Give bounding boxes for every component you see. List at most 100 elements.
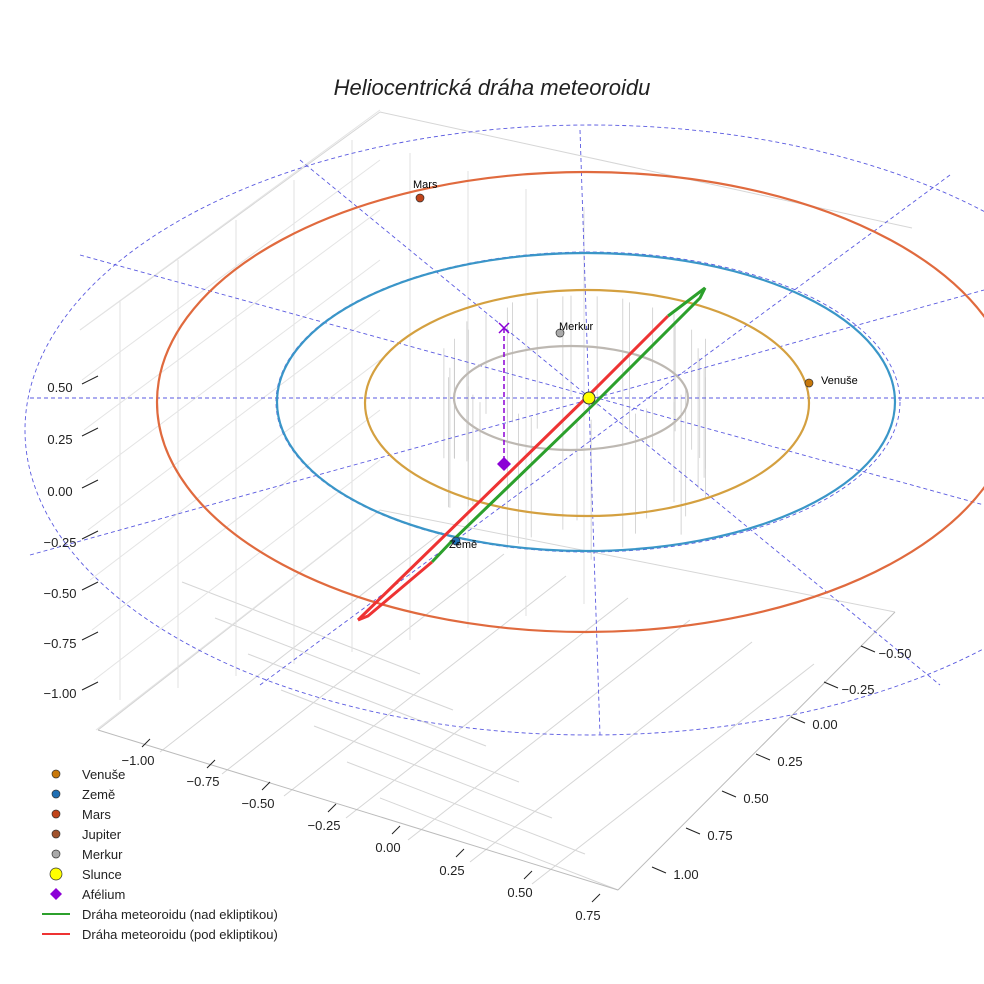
reference-line [259, 174, 951, 686]
legend-label: Venuše [82, 767, 125, 782]
legend-label: Dráha meteoroidu (nad ekliptikou) [82, 907, 278, 922]
legend-swatch-circle [51, 809, 61, 819]
y-axis-line [617, 611, 896, 891]
x-tick-label: −0.50 [242, 796, 275, 811]
reference-circle [24, 124, 984, 736]
z-tick-label: −0.75 [44, 636, 77, 651]
x-tick-label-mark [391, 825, 401, 835]
z-tick-label-mark [81, 427, 99, 437]
y-tick-label: 1.00 [673, 867, 698, 882]
grid-line [379, 797, 619, 891]
reference-line [79, 254, 984, 506]
chart-title: Heliocentrická dráha meteoroidu [334, 75, 651, 100]
legend-swatch-circle [49, 867, 63, 881]
x-tick-label-mark [523, 870, 533, 880]
grid-line [280, 689, 520, 783]
y-tick-label: 0.75 [707, 828, 732, 843]
grid-line [81, 159, 381, 381]
x-tick-label: 0.75 [575, 908, 600, 923]
aphelion-projection-x-icon [498, 322, 510, 334]
tick-labels: 0.50 0.25 0.00 −0.25 −0.50 −0.75 −1.00 −1.00 −0.… [44, 375, 912, 923]
z-tick-label: −0.25 [44, 535, 77, 550]
zeme-marker [451, 536, 461, 546]
legend-swatch-circle [51, 789, 61, 799]
grid-line [159, 531, 443, 753]
y-tick-label: 0.00 [812, 717, 837, 732]
y-tick-label: −0.25 [842, 682, 875, 697]
mars-marker [415, 193, 425, 203]
grid-line [83, 209, 381, 431]
grid-line [346, 761, 586, 855]
reference-line [299, 159, 941, 686]
legend-label: Dráha meteoroidu (pod ekliptikou) [82, 927, 278, 942]
x-tick-label-mark [455, 848, 465, 858]
legend-label: Slunce [82, 867, 122, 882]
planet-label-venuse: Venuše [821, 375, 858, 387]
z-tick-label-mark [81, 681, 99, 691]
legend-label: Země [82, 787, 115, 802]
z-tick-label-mark [81, 479, 99, 489]
x-axis-line [97, 729, 619, 891]
z-tick-label-mark [81, 530, 99, 540]
legend-swatch-diamond [50, 888, 62, 900]
y-tick-label: −0.50 [879, 646, 912, 661]
x-tick-label: 0.00 [375, 840, 400, 855]
reference-line [579, 129, 601, 736]
orbit-mars [156, 170, 984, 634]
planet-label-zeme: Země [449, 539, 477, 551]
planet-orbits [156, 170, 984, 634]
grid-line [407, 619, 691, 841]
z-tick-label: 0.50 [47, 380, 72, 395]
grid-line [95, 509, 381, 731]
grid-line [214, 617, 454, 711]
y-tick-label: 0.25 [777, 754, 802, 769]
planet-label-merkur: Merkur [559, 321, 594, 333]
grid-line [469, 641, 753, 863]
legend-label: Mars [82, 807, 111, 822]
x-tick-label: −0.25 [308, 818, 341, 833]
grid-line [181, 581, 421, 675]
grid-line [283, 575, 567, 797]
grid-line [91, 409, 381, 631]
meteoroid-orbit-above [430, 286, 707, 564]
y-tick-label-mark [755, 753, 771, 761]
grid-line [93, 459, 381, 681]
grid-line [345, 597, 629, 819]
grid-line [379, 111, 913, 229]
x-tick-label-mark [141, 738, 151, 748]
x-tick-label: 0.50 [507, 885, 532, 900]
z-tick-label-mark [81, 375, 99, 385]
legend-swatch-circle [51, 829, 61, 839]
grid-line [531, 663, 815, 885]
grid-line [221, 553, 505, 775]
z-tick-label: 0.25 [47, 432, 72, 447]
markers [415, 193, 814, 546]
legend-label: Jupiter [82, 827, 122, 842]
venuse-marker [804, 378, 814, 388]
planet-label-mars: Mars [413, 179, 438, 191]
y-tick-label-mark [721, 790, 737, 798]
x-tick-label-mark [591, 893, 601, 903]
grid-panes [79, 109, 913, 891]
orbit-zeme [275, 251, 897, 553]
z-tick-label: −1.00 [44, 686, 77, 701]
x-tick-label-mark [327, 803, 337, 813]
y-tick-label-mark [823, 681, 839, 689]
y-tick-label-mark [860, 645, 876, 653]
z-tick-label: 0.00 [47, 484, 72, 499]
x-tick-label: −1.00 [122, 753, 155, 768]
grid-line [85, 259, 381, 481]
z-tick-label-mark [81, 631, 99, 641]
grid-line [89, 359, 381, 581]
legend-label: Afélium [82, 887, 125, 902]
meteoroid-orbit-below [357, 560, 433, 622]
aphelion-marker [497, 457, 511, 471]
x-tick-label: −0.75 [187, 774, 220, 789]
grid-line [79, 109, 381, 331]
orbit-venuse [363, 288, 811, 518]
y-tick-label: 0.50 [743, 791, 768, 806]
y-tick-label-mark [651, 866, 667, 874]
z-tick-label: −0.50 [44, 586, 77, 601]
